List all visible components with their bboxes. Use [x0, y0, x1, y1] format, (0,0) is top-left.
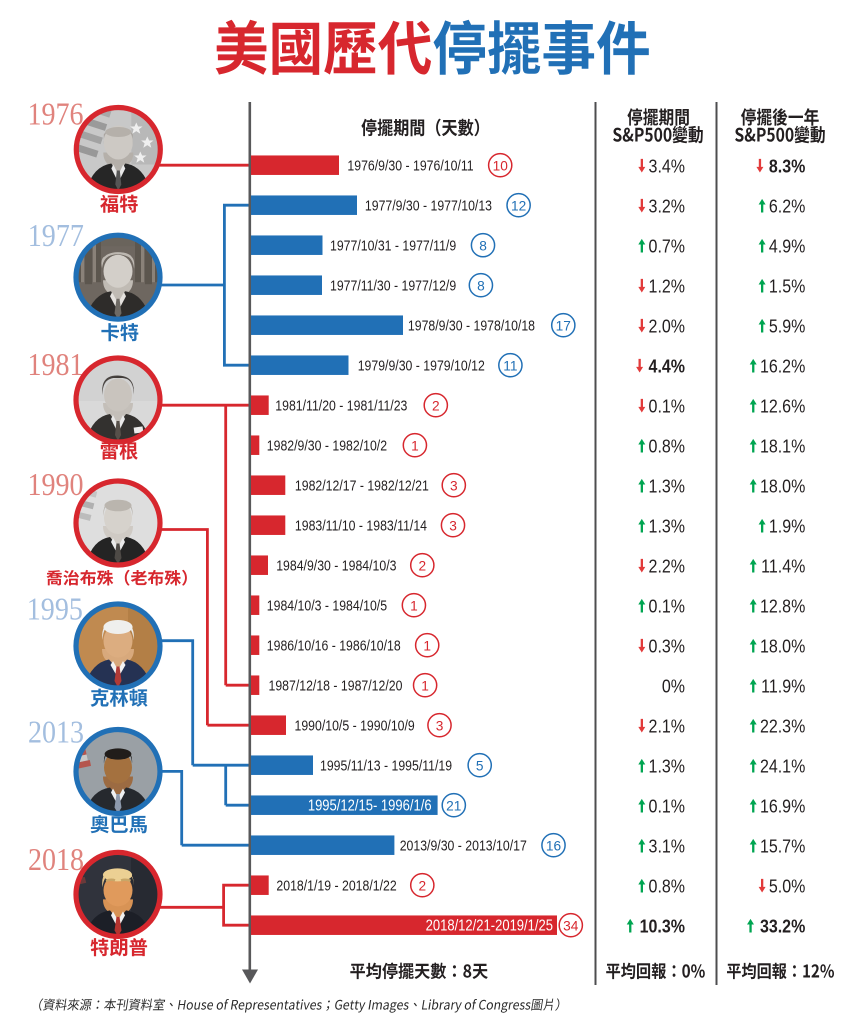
- svg-text:2013/9/30 - 2013/10/17: 2013/9/30 - 2013/10/17: [400, 838, 527, 854]
- svg-text:8.3%: 8.3%: [769, 155, 805, 176]
- svg-text:0.7%: 0.7%: [649, 235, 685, 256]
- svg-text:34: 34: [563, 919, 579, 934]
- svg-text:2.0%: 2.0%: [649, 315, 685, 336]
- svg-text:3: 3: [450, 479, 458, 494]
- svg-text:11: 11: [503, 359, 517, 374]
- svg-text:0.1%: 0.1%: [649, 595, 685, 616]
- svg-text:16: 16: [546, 839, 562, 854]
- svg-text:1981: 1981: [28, 348, 84, 383]
- svg-text:1990: 1990: [28, 468, 84, 503]
- svg-text:5.0%: 5.0%: [769, 875, 805, 896]
- svg-text:1977/9/30 - 1977/10/13: 1977/9/30 - 1977/10/13: [365, 198, 492, 214]
- svg-text:3.1%: 3.1%: [649, 835, 685, 856]
- svg-text:2018/1/19 - 2018/1/22: 2018/1/19 - 2018/1/22: [276, 878, 396, 894]
- svg-text:1982/12/17 - 1982/12/21: 1982/12/17 - 1982/12/21: [295, 478, 429, 494]
- svg-text:1995: 1995: [27, 592, 83, 627]
- svg-text:4.9%: 4.9%: [769, 235, 805, 256]
- svg-text:8: 8: [477, 279, 485, 294]
- svg-text:4.4%: 4.4%: [649, 355, 685, 376]
- svg-text:1990/10/5 - 1990/10/9: 1990/10/5 - 1990/10/9: [295, 718, 415, 734]
- svg-text:18.0%: 18.0%: [760, 635, 805, 656]
- svg-text:12.6%: 12.6%: [760, 395, 805, 416]
- svg-text:1.5%: 1.5%: [769, 275, 805, 296]
- svg-text:1983/11/10 - 1983/11/14: 1983/11/10 - 1983/11/14: [295, 518, 427, 534]
- svg-text:2.2%: 2.2%: [649, 555, 685, 576]
- svg-text:3: 3: [449, 519, 457, 534]
- svg-text:2.1%: 2.1%: [649, 715, 685, 736]
- svg-text:22.3%: 22.3%: [760, 715, 805, 736]
- svg-text:2018/12/21-2019/1/25: 2018/12/21-2019/1/25: [426, 918, 553, 935]
- svg-text:5.9%: 5.9%: [769, 315, 805, 336]
- svg-text:0.1%: 0.1%: [649, 395, 685, 416]
- svg-text:0.8%: 0.8%: [649, 435, 685, 456]
- svg-text:1977: 1977: [28, 219, 84, 254]
- svg-text:1981/11/20 - 1981/11/23: 1981/11/20 - 1981/11/23: [275, 398, 407, 414]
- svg-text:12.8%: 12.8%: [760, 595, 805, 616]
- svg-text:0.1%: 0.1%: [649, 795, 685, 816]
- svg-text:11.9%: 11.9%: [761, 675, 805, 696]
- svg-text:1.3%: 1.3%: [649, 755, 685, 776]
- svg-text:3.2%: 3.2%: [649, 195, 685, 216]
- svg-text:2: 2: [418, 559, 426, 574]
- svg-text:8: 8: [479, 239, 487, 254]
- svg-text:1995/12/15- 1996/1/6: 1995/12/15- 1996/1/6: [308, 798, 432, 815]
- svg-text:1976: 1976: [28, 97, 84, 132]
- svg-text:1984/9/30 - 1984/10/3: 1984/9/30 - 1984/10/3: [276, 558, 397, 574]
- svg-text:0%: 0%: [662, 675, 685, 696]
- svg-text:1979/9/30 - 1979/10/12: 1979/9/30 - 1979/10/12: [358, 358, 485, 374]
- svg-text:17: 17: [556, 319, 571, 334]
- svg-text:1984/10/3 - 1984/10/5: 1984/10/3 - 1984/10/5: [267, 598, 388, 614]
- svg-text:1.2%: 1.2%: [649, 275, 685, 296]
- svg-text:10: 10: [493, 159, 509, 174]
- svg-text:10.3%: 10.3%: [640, 915, 685, 936]
- svg-text:15.7%: 15.7%: [760, 835, 805, 856]
- svg-text:33.2%: 33.2%: [760, 915, 805, 936]
- svg-text:16.9%: 16.9%: [760, 795, 805, 816]
- svg-text:1977/10/31 - 1977/11/9: 1977/10/31 - 1977/11/9: [330, 238, 456, 254]
- svg-text:1978/9/30 - 1978/10/18: 1978/9/30 - 1978/10/18: [408, 318, 535, 334]
- svg-text:21: 21: [446, 799, 461, 814]
- svg-text:3.4%: 3.4%: [649, 155, 685, 176]
- svg-text:5: 5: [476, 759, 484, 774]
- svg-text:6.2%: 6.2%: [769, 195, 805, 216]
- svg-text:16.2%: 16.2%: [760, 355, 805, 376]
- svg-text:1977/11/30 - 1977/12/9: 1977/11/30 - 1977/12/9: [330, 278, 456, 294]
- svg-text:12: 12: [511, 199, 526, 214]
- svg-text:1986/10/16 - 1986/10/18: 1986/10/16 - 1986/10/18: [267, 638, 401, 654]
- svg-text:18.0%: 18.0%: [760, 475, 805, 496]
- svg-text:1.3%: 1.3%: [649, 475, 685, 496]
- svg-text:2: 2: [432, 399, 440, 414]
- svg-text:11.4%: 11.4%: [761, 555, 805, 576]
- svg-text:24.1%: 24.1%: [760, 755, 805, 776]
- svg-text:1.3%: 1.3%: [649, 515, 685, 536]
- svg-text:1995/11/13 - 1995/11/19: 1995/11/13 - 1995/11/19: [320, 758, 452, 774]
- svg-text:1: 1: [421, 679, 429, 694]
- svg-text:2013: 2013: [28, 715, 84, 750]
- svg-text:2: 2: [418, 879, 426, 894]
- svg-text:3: 3: [436, 719, 444, 734]
- svg-text:2018: 2018: [28, 843, 84, 878]
- svg-text:1: 1: [410, 599, 418, 614]
- svg-text:0.3%: 0.3%: [649, 635, 685, 656]
- svg-text:1976/9/30 - 1976/10/11: 1976/9/30 - 1976/10/11: [347, 158, 473, 174]
- svg-text:0.8%: 0.8%: [649, 875, 685, 896]
- svg-text:1987/12/18 - 1987/12/20: 1987/12/18 - 1987/12/20: [269, 678, 403, 694]
- svg-text:18.1%: 18.1%: [760, 435, 805, 456]
- svg-text:1: 1: [411, 439, 419, 454]
- svg-text:1.9%: 1.9%: [769, 515, 805, 536]
- svg-text:1: 1: [423, 639, 431, 654]
- svg-text:1982/9/30 - 1982/10/2: 1982/9/30 - 1982/10/2: [267, 438, 387, 454]
